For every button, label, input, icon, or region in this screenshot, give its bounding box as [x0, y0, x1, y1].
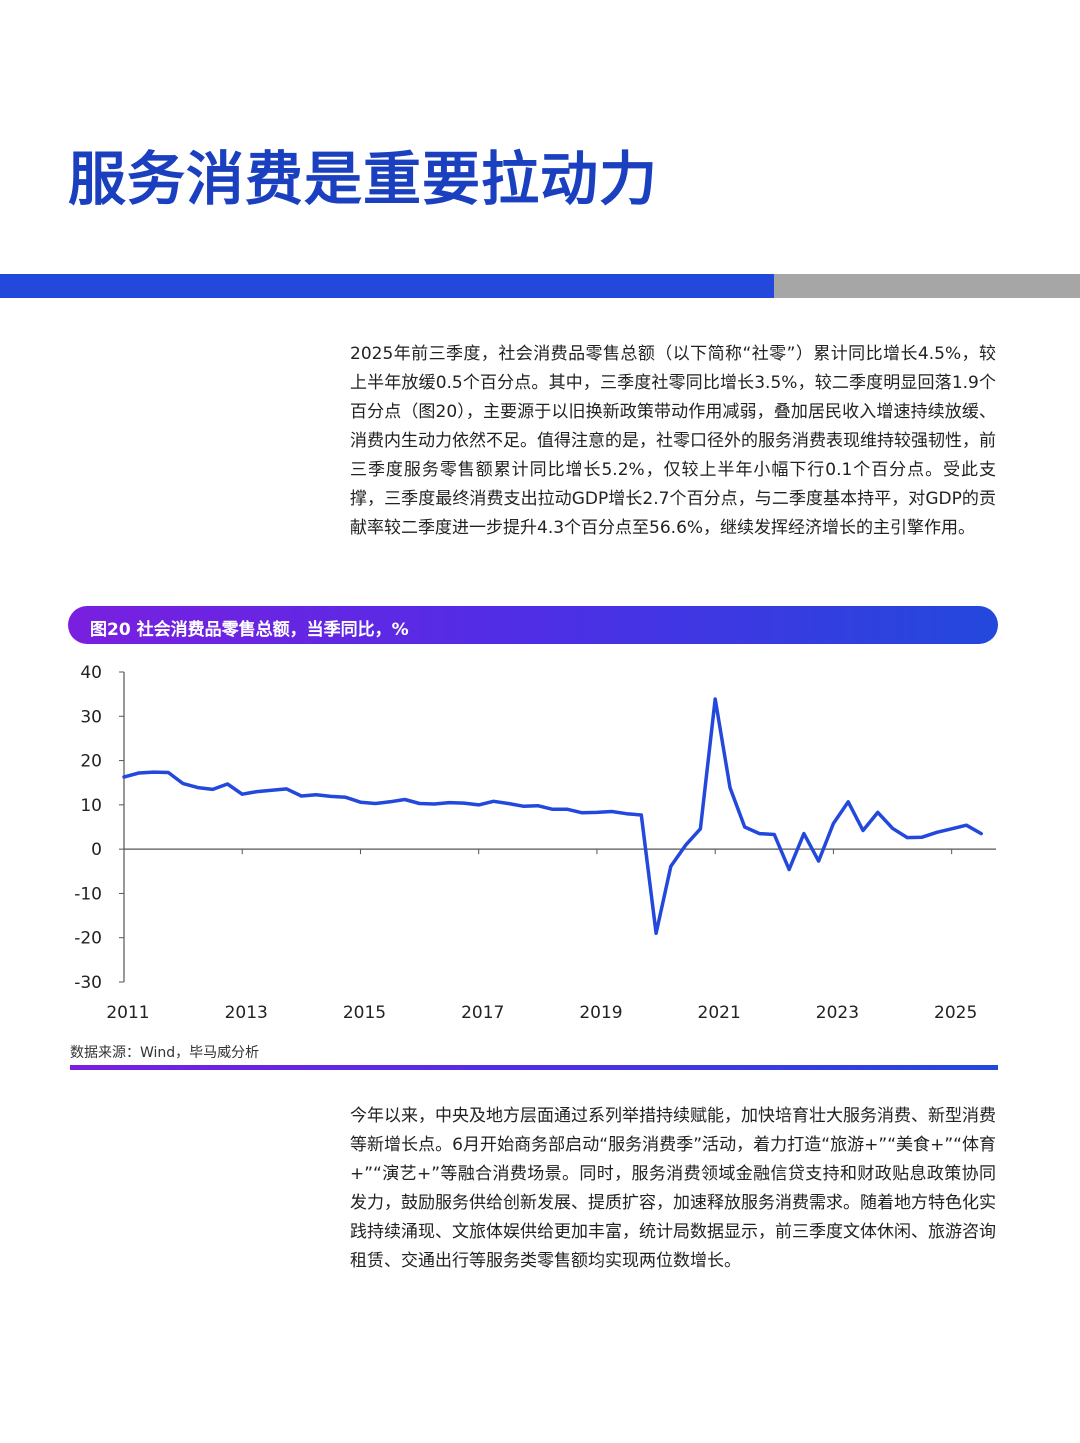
x-tick-label: 2011: [106, 1003, 149, 1023]
x-tick-label: 2017: [461, 1003, 504, 1023]
page-title: 服务消费是重要拉动力: [68, 145, 659, 213]
header-rule-blue: [0, 274, 774, 298]
source-note: 数据来源：Wind，毕马威分析: [70, 1045, 260, 1061]
series-group: [122, 697, 983, 936]
y-tick-label: 30: [80, 707, 102, 727]
y-tick-label: -20: [74, 929, 102, 949]
services-paragraph: 今年以来，中央及地方层面通过系列举措持续赋能，加快培育壮大服务消费、新型消费等新…: [350, 1106, 996, 1271]
x-tick-label: 2015: [343, 1003, 386, 1023]
figure-title: 图20 社会消费品零售总额，当季同比，%: [90, 620, 409, 640]
x-axis-ticks: 2011 2013 2015 2017 2019 2021 2023 2025: [106, 849, 977, 1023]
source-rule: [70, 1065, 998, 1070]
y-axis-ticks: 40 30 20 10 0 -10 -20 -30: [74, 663, 124, 993]
y-tick-label: 40: [80, 663, 102, 683]
y-tick-label: -30: [74, 973, 102, 993]
intro-paragraph: 2025年前三季度，社会消费品零售总额（以下简称“社零”）累计同比增长4.5%，…: [350, 344, 996, 538]
y-tick-label: 0: [91, 840, 102, 860]
x-tick-label: 2019: [579, 1003, 622, 1023]
y-tick-label: 20: [80, 752, 102, 772]
x-tick-label: 2023: [816, 1003, 859, 1023]
chart-axes: [123, 672, 996, 982]
header-rule-gray: [774, 274, 1080, 298]
y-tick-label: 10: [80, 796, 102, 816]
x-tick-label: 2021: [698, 1003, 741, 1023]
y-tick-label: -10: [74, 884, 102, 904]
x-tick-label: 2013: [225, 1003, 268, 1023]
series-line: [122, 697, 983, 936]
x-tick-label: 2025: [934, 1003, 977, 1023]
figure-title-bar: 图20 社会消费品零售总额，当季同比，%: [68, 606, 998, 644]
